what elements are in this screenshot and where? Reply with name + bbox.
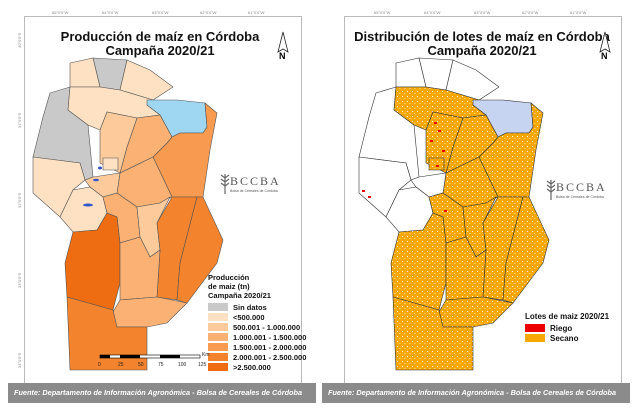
graticule-label: 61°0'0"W	[248, 10, 265, 15]
map-subtitle: Campaña 2020/21	[427, 43, 537, 58]
map-subtitle: Campaña 2020/21	[105, 43, 215, 58]
scale-tick-label: 50	[138, 362, 144, 368]
legend-label: Secano	[550, 333, 579, 343]
irrigated-lot	[368, 196, 371, 198]
department-region	[445, 236, 487, 301]
department-region	[102, 157, 119, 171]
scale-tick-label: 100	[178, 362, 187, 368]
choropleth-map	[32, 57, 224, 371]
legend-label: >2.500.000	[233, 362, 271, 372]
legend-swatch	[208, 313, 228, 321]
irrigated-lot	[362, 190, 365, 192]
legend-swatch	[525, 334, 545, 342]
legend-title: Lotes de maiz 2020/21	[525, 312, 610, 321]
legend-item: >2.500.000	[208, 362, 306, 372]
legend-title: Producción	[208, 273, 250, 282]
legend-item: Secano	[525, 333, 609, 343]
legend-item: 1.500.001 - 2.000.000	[208, 342, 306, 352]
department-region	[392, 296, 474, 371]
legend-swatch	[208, 303, 228, 311]
legend-item: 500.001 - 1.000.000	[208, 322, 306, 332]
lake	[93, 178, 99, 182]
map-legend: Producción de maiz (tn) Campaña 2020/21 Si…	[208, 273, 306, 372]
logo-subtitle: Bolsa de Cereales de Córdoba	[556, 194, 604, 199]
map-legend: Lotes de maiz 2020/21 Riego Secano	[525, 312, 609, 343]
scale-tick-label: 25	[118, 362, 124, 368]
graticule-label: 63°0'0"W	[474, 10, 491, 15]
logo-brand: BCCBA	[556, 179, 607, 194]
north-arrow-icon: N	[597, 30, 613, 64]
map-title: Producción de maíz en Córdoba	[60, 29, 260, 44]
legend-item: Sin datos	[208, 302, 306, 312]
graticule-label: 62°0'0"W	[200, 10, 217, 15]
legend-label: 2.000.001 - 2.500.000	[233, 352, 307, 362]
logo-brand: BCCBA	[230, 173, 281, 188]
graticule-label: 65°0'0"W	[374, 10, 391, 15]
scale-tick-label: 125	[198, 362, 207, 368]
department-region	[445, 59, 500, 101]
legend-label: Riego	[550, 323, 573, 333]
department-region	[119, 236, 161, 301]
legend-item: 1.000.001 - 1.500.000	[208, 332, 306, 342]
bccba-logo: BCCBA Bolsa de Cereales de Córdoba	[220, 172, 281, 194]
bccba-logo: BCCBA Bolsa de Cereales de Córdoba	[546, 178, 607, 200]
legend-title: Campaña 2020/21	[208, 291, 271, 300]
maize-lots-map	[358, 57, 550, 371]
legend-title: de maiz (tn)	[208, 282, 250, 291]
department-region	[109, 296, 188, 328]
irrigated-lot	[430, 140, 433, 142]
department-region	[502, 196, 550, 304]
scale-tick-label: 0	[98, 362, 101, 368]
legend-item: Riego	[525, 323, 609, 333]
legend-item: <500.000	[208, 312, 306, 322]
department-region	[119, 59, 174, 101]
lake	[98, 166, 102, 170]
scale-tick-label: 75	[158, 362, 164, 368]
legend-label: 500.001 - 1.000.000	[233, 322, 301, 332]
department-region	[66, 296, 148, 371]
legend-label: 1.500.001 - 2.000.000	[233, 342, 307, 352]
legend-swatch	[208, 363, 228, 371]
department-region	[428, 157, 445, 171]
department-region	[176, 196, 224, 304]
production-map-panel: 65°0'0"W 64°0'0"W 63°0'0"W 62°0'0"W 61°0…	[0, 0, 316, 411]
source-footer: Fuente: Departamento de Información Agro…	[322, 383, 630, 403]
irrigated-lot	[442, 150, 445, 152]
graticule-label: 62°0'0"W	[522, 10, 539, 15]
graticule-label: 64°0'0"W	[102, 10, 119, 15]
irrigated-lot	[436, 165, 439, 167]
legend-label: <500.000	[233, 312, 265, 322]
logo-subtitle: Bolsa de Cereales de Córdoba	[230, 188, 278, 193]
scale-unit: Km	[202, 352, 210, 358]
scale-bar: Km 0 25 50 75 100 125	[98, 352, 210, 368]
legend-label: 1.000.001 - 1.500.000	[233, 332, 307, 342]
lake	[83, 203, 93, 207]
irrigated-lot	[438, 130, 441, 132]
legend-swatch	[208, 343, 228, 351]
north-label: N	[601, 51, 608, 61]
legend-item: 2.000.001 - 2.500.000	[208, 352, 306, 362]
irrigated-lot	[444, 210, 447, 212]
legend-label: Sin datos	[233, 302, 267, 312]
legend-swatch	[208, 353, 228, 361]
source-footer: Fuente: Departamento de Información Agro…	[8, 383, 316, 403]
north-label: N	[279, 51, 286, 61]
graticule-label: 64°0'0"W	[424, 10, 441, 15]
legend-swatch	[525, 324, 545, 332]
department-region	[435, 296, 514, 328]
north-arrow-icon: N	[275, 30, 291, 64]
map-title: Distribución de lotes de maíz en Córdoba	[354, 29, 610, 44]
legend-swatch	[208, 323, 228, 331]
distribution-map-panel: 65°0'0"W 64°0'0"W 63°0'0"W 62°0'0"W 61°0…	[322, 0, 638, 411]
graticule-label: 65°0'0"W	[52, 10, 69, 15]
legend-swatch	[208, 333, 228, 341]
graticule-label: 61°0'0"W	[570, 10, 587, 15]
graticule-label: 63°0'0"W	[152, 10, 169, 15]
irrigated-lot	[434, 122, 437, 124]
